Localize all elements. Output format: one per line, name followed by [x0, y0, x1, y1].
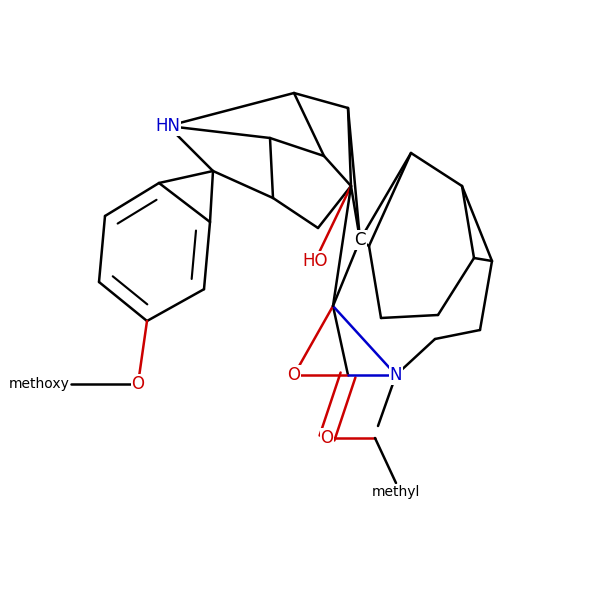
Text: C: C — [354, 231, 366, 249]
Text: methyl: methyl — [372, 485, 420, 499]
Text: methoxy: methoxy — [8, 377, 70, 391]
Text: O: O — [131, 375, 145, 393]
Text: HO: HO — [302, 252, 328, 270]
Text: O: O — [287, 366, 301, 384]
Text: O: O — [320, 429, 334, 447]
Text: N: N — [390, 366, 402, 384]
Text: HN: HN — [155, 117, 181, 135]
